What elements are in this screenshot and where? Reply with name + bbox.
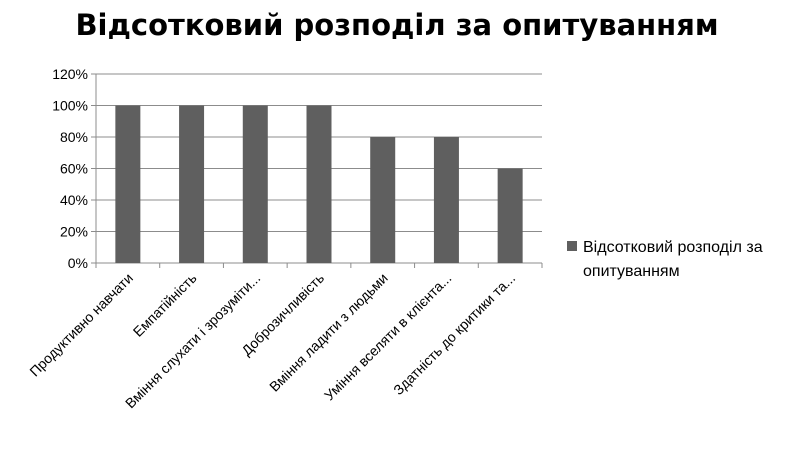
- bar: [115, 105, 141, 263]
- y-tick-label: 0%: [68, 255, 88, 271]
- y-tick-label: 40%: [60, 192, 88, 208]
- x-tick-label: Здатність до критики та...: [390, 270, 518, 398]
- x-tick-label: Продуктивно навчати: [26, 270, 136, 380]
- bar: [370, 137, 396, 263]
- legend-swatch: [567, 241, 577, 251]
- x-tick-label: Уміння вселяти в клієнта...: [321, 270, 455, 404]
- y-tick-labels: 0% 20% 40% 60% 80% 100% 120%: [52, 66, 88, 271]
- chart-title: Відсотковий розподіл за опитуванням: [75, 8, 719, 42]
- legend: Відсотковий розподіл за опитуванням: [567, 239, 763, 280]
- legend-label: Відсотковий розподіл за: [583, 239, 763, 256]
- bars: [115, 105, 523, 263]
- y-tick-label: 80%: [60, 129, 88, 145]
- bar: [306, 105, 332, 263]
- legend-label: опитуванням: [583, 263, 680, 280]
- y-tick-label: 20%: [60, 224, 88, 240]
- bar: [433, 137, 459, 263]
- bar: [497, 168, 523, 263]
- x-tick-label: Вміння ладити з людьми: [266, 270, 391, 395]
- y-tick-label: 60%: [60, 161, 88, 177]
- x-tick-label: Вміння слухати і зрозуміти...: [122, 270, 263, 411]
- x-tick-label: Емпатійність: [130, 270, 200, 340]
- bar: [179, 105, 205, 263]
- bar: [242, 105, 268, 263]
- y-tick-label: 100%: [52, 98, 88, 114]
- y-tick-label: 120%: [52, 66, 88, 82]
